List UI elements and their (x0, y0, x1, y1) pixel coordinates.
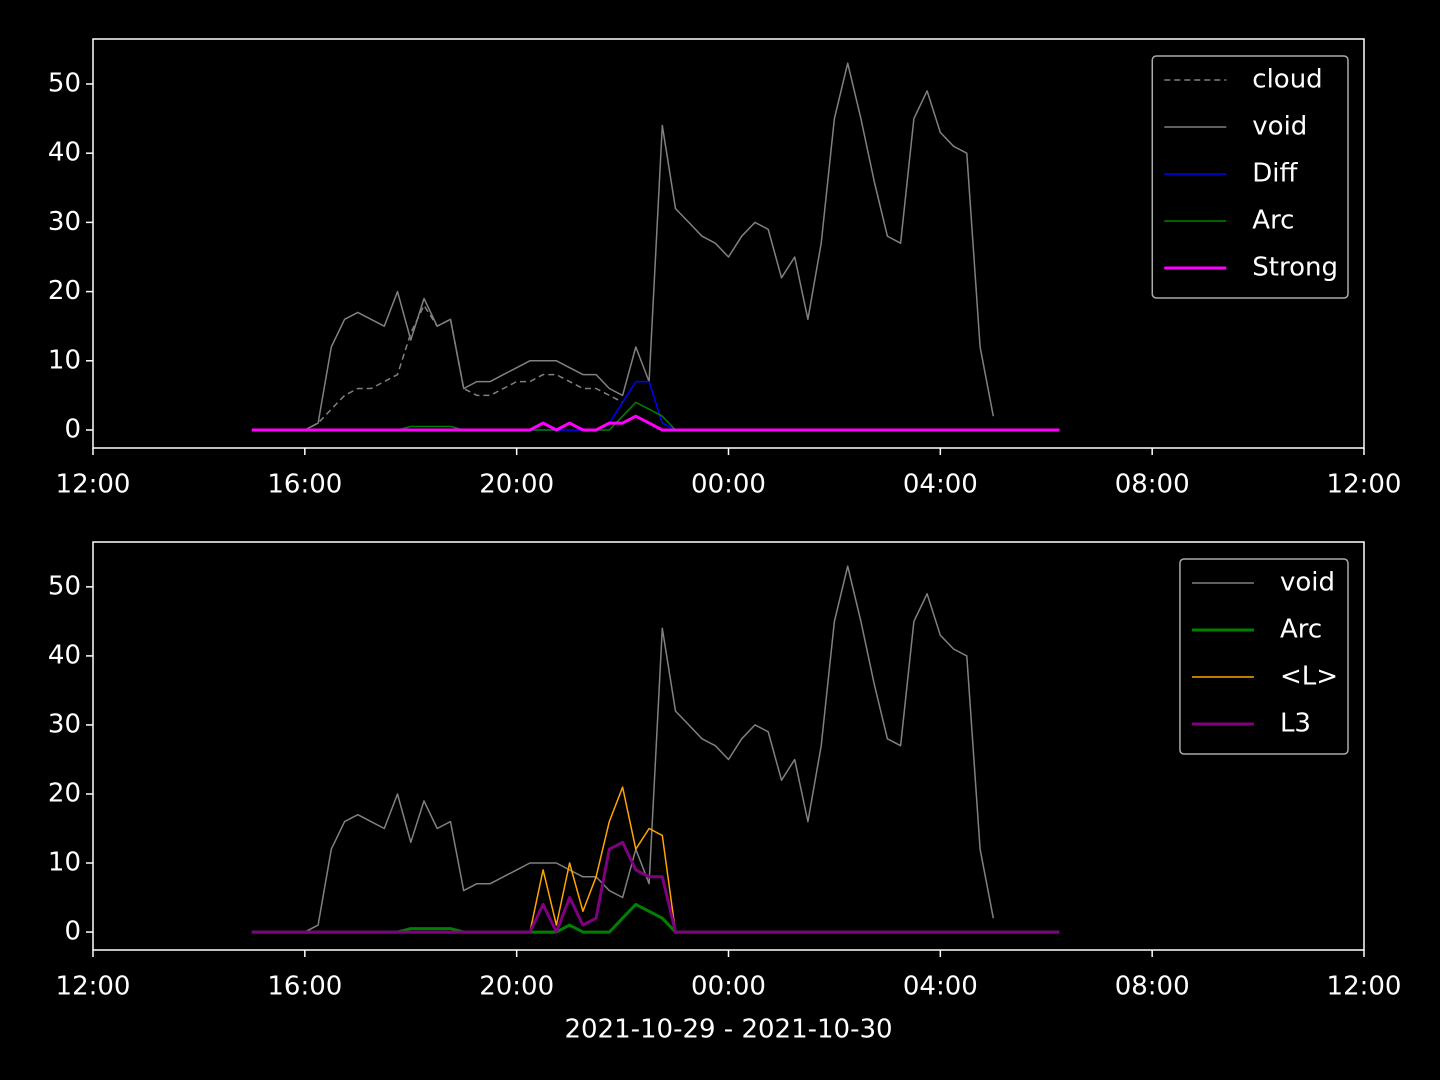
series-line (251, 565, 995, 933)
legend-label: void (1252, 112, 1307, 142)
x-tick-label: 12:00 (1327, 972, 1402, 1002)
legend: cloud void Diff Arc Strong (1151, 55, 1349, 299)
legend-label: cloud (1252, 65, 1322, 95)
series-line (251, 840, 1060, 934)
y-tick-label: 10 (48, 848, 81, 878)
series-line (251, 62, 995, 431)
y-tick-label: 20 (48, 778, 81, 808)
legend-label: Strong (1252, 253, 1338, 283)
y-tick-label: 10 (48, 345, 81, 375)
legend: void Arc <L> L3 (1179, 558, 1349, 755)
x-tick-label: 16:00 (267, 972, 342, 1002)
x-tick-label: 12:00 (1327, 470, 1402, 500)
y-tick-label: 0 (64, 415, 81, 445)
legend-label: Arc (1280, 615, 1322, 645)
legend-label: void (1280, 568, 1335, 598)
y-tick-label: 0 (64, 917, 81, 947)
y-tick-label: 50 (48, 571, 81, 601)
x-tick-label: 08:00 (1115, 972, 1190, 1002)
x-tick-label: 12:00 (56, 972, 131, 1002)
plot-frame (92, 541, 1365, 951)
y-tick-label: 20 (48, 276, 81, 306)
legend-label: Arc (1252, 206, 1294, 236)
y-tick-label: 40 (48, 640, 81, 670)
y-tick-label: 50 (48, 68, 81, 98)
x-tick-label: 12:00 (56, 470, 131, 500)
series-line (251, 414, 1060, 432)
legend-label: L3 (1280, 709, 1311, 739)
x-tick-label: 08:00 (1115, 470, 1190, 500)
y-tick-label: 30 (48, 207, 81, 237)
legend-frame (1151, 55, 1349, 299)
x-tick-label: 04:00 (903, 470, 978, 500)
plot-frame (92, 38, 1365, 449)
y-tick-label: 40 (48, 138, 81, 168)
x-axis-label: 2021-10-29 - 2021-10-30 (564, 1015, 892, 1045)
x-tick-label: 04:00 (903, 972, 978, 1002)
y-tick-label: 30 (48, 709, 81, 739)
x-tick-label: 16:00 (267, 470, 342, 500)
x-tick-label: 00:00 (691, 470, 766, 500)
x-tick-label: 20:00 (479, 972, 554, 1002)
x-tick-label: 20:00 (479, 470, 554, 500)
legend-label: Diff (1252, 159, 1298, 189)
legend-frame (1179, 558, 1349, 755)
legend-label: <L> (1280, 662, 1338, 692)
x-tick-label: 00:00 (691, 972, 766, 1002)
